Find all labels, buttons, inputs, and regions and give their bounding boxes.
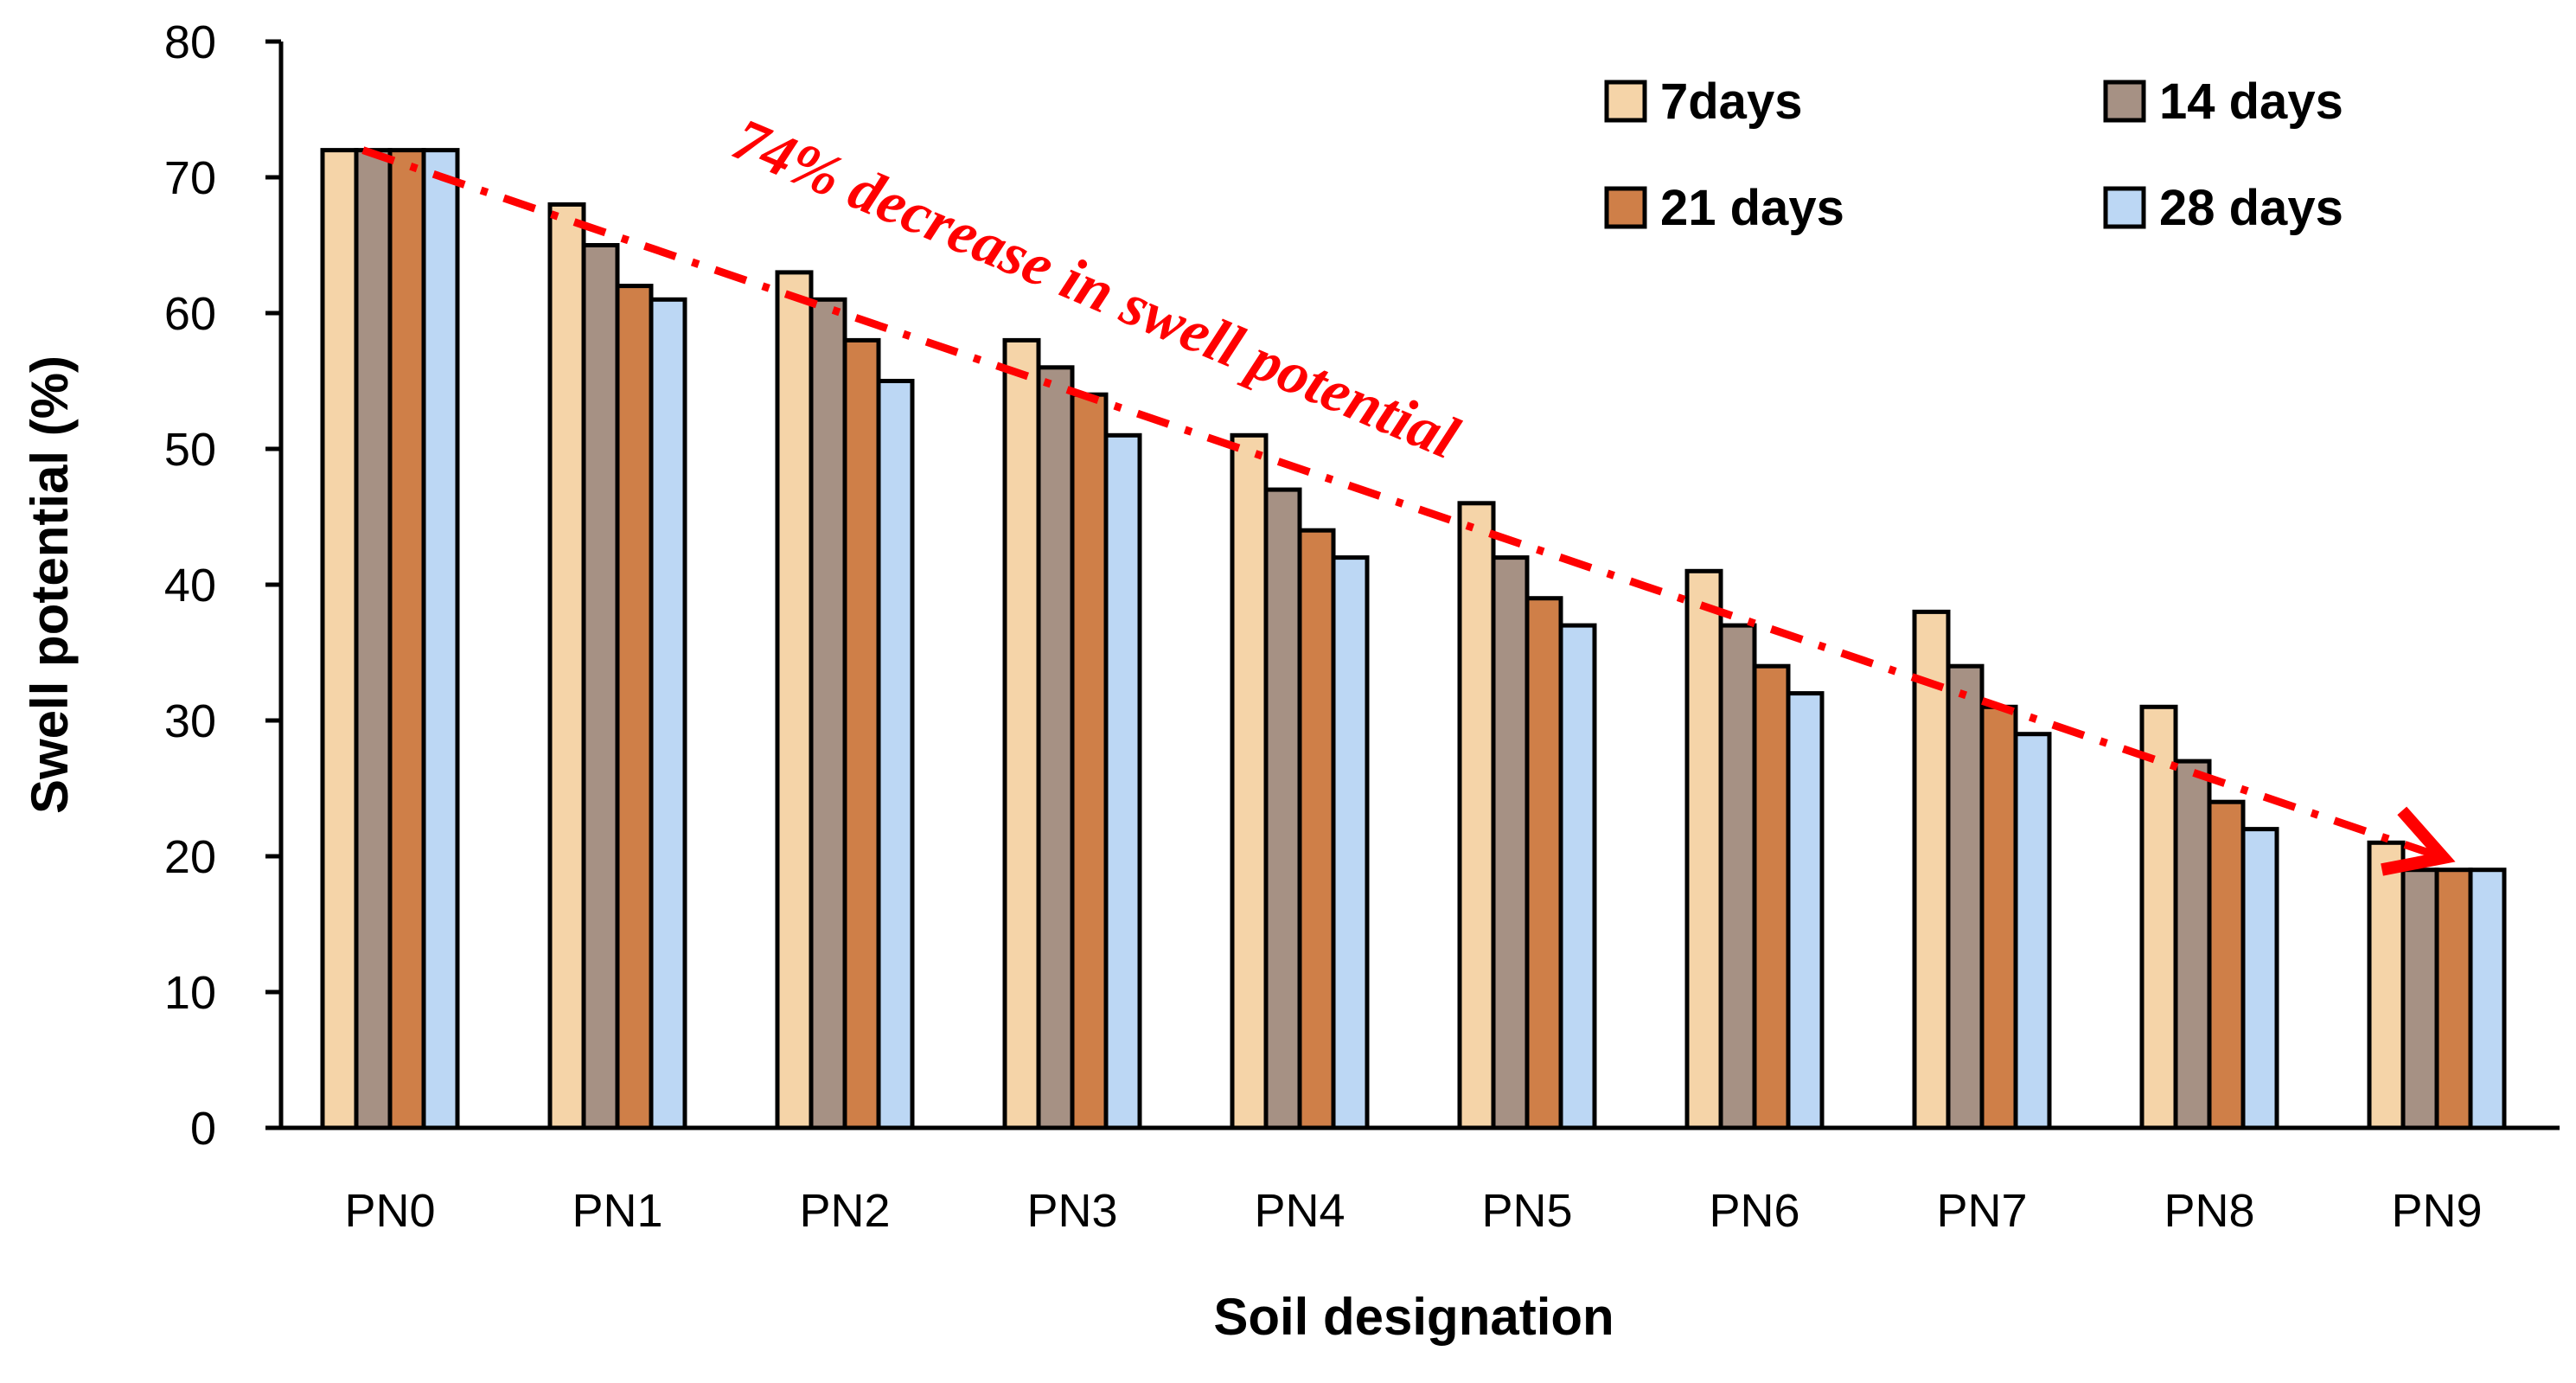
bar-pn2-series-1: [775, 270, 814, 1130]
bar-pn5-series-3: [1525, 596, 1563, 1130]
y-tick-label: 40: [164, 560, 216, 611]
bar-pn3-series-1: [1002, 337, 1041, 1130]
bar-pn4-series-4: [1331, 555, 1370, 1130]
bars-layer: [320, 148, 2507, 1130]
bar-pn4-series-3: [1297, 528, 1336, 1130]
bar-pn8-series-1: [2139, 704, 2178, 1130]
bar-pn2-series-2: [809, 297, 847, 1130]
x-category-label: PN7: [1936, 1185, 2027, 1237]
x-category-label: PN8: [2164, 1185, 2254, 1237]
x-category-label: PN1: [572, 1185, 662, 1237]
legend-label-series-3: 21 days: [1660, 180, 1844, 236]
bar-pn0-series-3: [387, 148, 426, 1130]
y-tick-label: 60: [164, 288, 216, 340]
legend-label-series-1: 7days: [1660, 74, 1802, 130]
y-tick-label: 50: [164, 424, 216, 476]
bar-pn9-series-2: [2400, 868, 2439, 1130]
x-labels-layer: PN0 PN1 PN2 PN3 PN4 PN5 PN6 PN7 PN8 PN9: [344, 1185, 2482, 1237]
bar-pn3-series-4: [1103, 432, 1142, 1130]
x-category-label: PN4: [1254, 1185, 1345, 1237]
y-tick-label: 20: [164, 831, 216, 883]
bar-pn5-series-1: [1457, 501, 1496, 1130]
x-category-label: PN9: [2391, 1185, 2482, 1237]
bar-pn8-series-4: [2240, 827, 2279, 1130]
legend-swatch-series-4: [2103, 186, 2146, 229]
bar-pn7-series-3: [1979, 704, 2018, 1130]
bar-pn3-series-3: [1070, 392, 1109, 1130]
y-tick-label: 70: [164, 152, 216, 204]
bar-pn1-series-2: [581, 243, 620, 1130]
bar-pn1-series-3: [615, 284, 654, 1130]
x-axis-title: Soil designation: [1213, 1288, 1614, 1346]
legend-swatch-series-1: [1604, 80, 1647, 123]
y-tick-label: 10: [164, 967, 216, 1019]
bar-pn6-series-3: [1752, 663, 1791, 1130]
bar-pn4-series-2: [1263, 487, 1302, 1130]
bar-pn9-series-4: [2468, 868, 2507, 1130]
bar-pn6-series-1: [1684, 568, 1723, 1130]
bar-pn9-series-3: [2434, 868, 2473, 1130]
x-category-label: PN6: [1709, 1185, 1799, 1237]
bar-pn8-series-2: [2173, 759, 2212, 1130]
bar-pn2-series-3: [842, 337, 881, 1130]
bar-pn7-series-4: [2013, 732, 2052, 1130]
bar-pn5-series-4: [1558, 623, 1597, 1130]
bar-pn1-series-1: [547, 202, 586, 1130]
bar-pn2-series-4: [876, 379, 915, 1130]
legend-swatch-series-3: [1604, 186, 1647, 229]
bar-pn8-series-3: [2207, 799, 2246, 1130]
bar-pn0-series-2: [354, 148, 393, 1130]
bar-pn3-series-2: [1036, 365, 1075, 1130]
legend: 7days 14 days 21 days 28 days: [1604, 74, 2343, 236]
x-category-label: PN2: [799, 1185, 890, 1237]
y-ticks-layer: 0 10 20 30 40 50 60 70 80: [164, 16, 281, 1155]
bar-pn7-series-1: [1912, 609, 1951, 1130]
bar-pn5-series-2: [1491, 555, 1530, 1130]
y-tick-label: 80: [164, 16, 216, 68]
x-category-label: PN0: [344, 1185, 435, 1237]
bar-pn7-series-2: [1946, 663, 1985, 1130]
bar-pn6-series-4: [1786, 691, 1825, 1130]
legend-swatch-series-2: [2103, 80, 2146, 123]
x-category-label: PN3: [1026, 1185, 1117, 1237]
bar-pn1-series-4: [649, 297, 687, 1130]
bar-pn9-series-1: [2367, 840, 2406, 1130]
bar-pn0-series-1: [320, 148, 359, 1130]
legend-label-series-4: 28 days: [2159, 180, 2343, 236]
bar-pn0-series-4: [421, 148, 460, 1130]
bar-pn4-series-1: [1230, 432, 1269, 1130]
x-category-label: PN5: [1481, 1185, 1572, 1237]
y-axis-title: Swell potential (%): [21, 355, 79, 814]
bar-pn6-series-2: [1718, 623, 1757, 1130]
y-tick-label: 30: [164, 695, 216, 747]
y-tick-label: 0: [190, 1103, 216, 1155]
legend-label-series-2: 14 days: [2159, 74, 2343, 130]
